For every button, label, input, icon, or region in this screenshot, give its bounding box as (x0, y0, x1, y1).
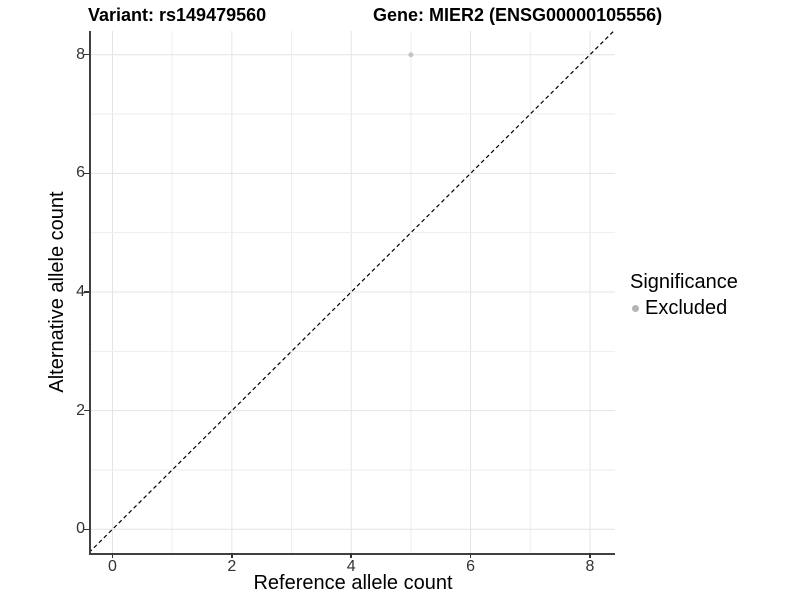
x-tick-mark (589, 553, 591, 558)
legend-item: Excluded (628, 296, 798, 320)
legend-title: Significance (630, 271, 738, 293)
legend-marker-dot-icon (632, 304, 639, 312)
x-axis-title: Reference allele count (253, 572, 453, 594)
legend-item-label: Excluded (645, 297, 728, 319)
x-tick-label: 8 (585, 558, 595, 575)
identity-reference-line (91, 31, 615, 552)
x-tick-mark (469, 553, 472, 558)
y-tick-mark (84, 409, 89, 412)
plot-area-svg (91, 31, 615, 553)
x-tick-label: 2 (227, 558, 237, 575)
x-tick-label: 6 (466, 558, 476, 575)
y-tick-mark (84, 53, 89, 56)
y-tick-mark (84, 528, 89, 531)
x-tick-label: 4 (346, 558, 356, 575)
y-tick-mark (84, 291, 89, 293)
x-tick-label: 0 (108, 558, 117, 575)
legend: Significance Excluded (628, 270, 798, 320)
variant-title: Variant: rs149479560 (88, 5, 267, 25)
data-point (408, 52, 414, 58)
y-tick-label: 8 (76, 45, 85, 63)
y-tick-label: 2 (76, 401, 85, 419)
legend-items: Excluded (628, 296, 798, 320)
y-tick-label: 4 (76, 283, 85, 300)
gene-title: Gene: MIER2 (ENSG00000105556) (373, 5, 663, 25)
x-tick-mark (111, 553, 114, 558)
x-tick-mark (231, 553, 233, 558)
plot-panel (89, 31, 615, 555)
y-tick-mark (84, 172, 89, 175)
y-tick-label: 6 (76, 164, 85, 182)
x-tick-mark (350, 553, 352, 558)
y-tick-label: 0 (76, 520, 85, 538)
